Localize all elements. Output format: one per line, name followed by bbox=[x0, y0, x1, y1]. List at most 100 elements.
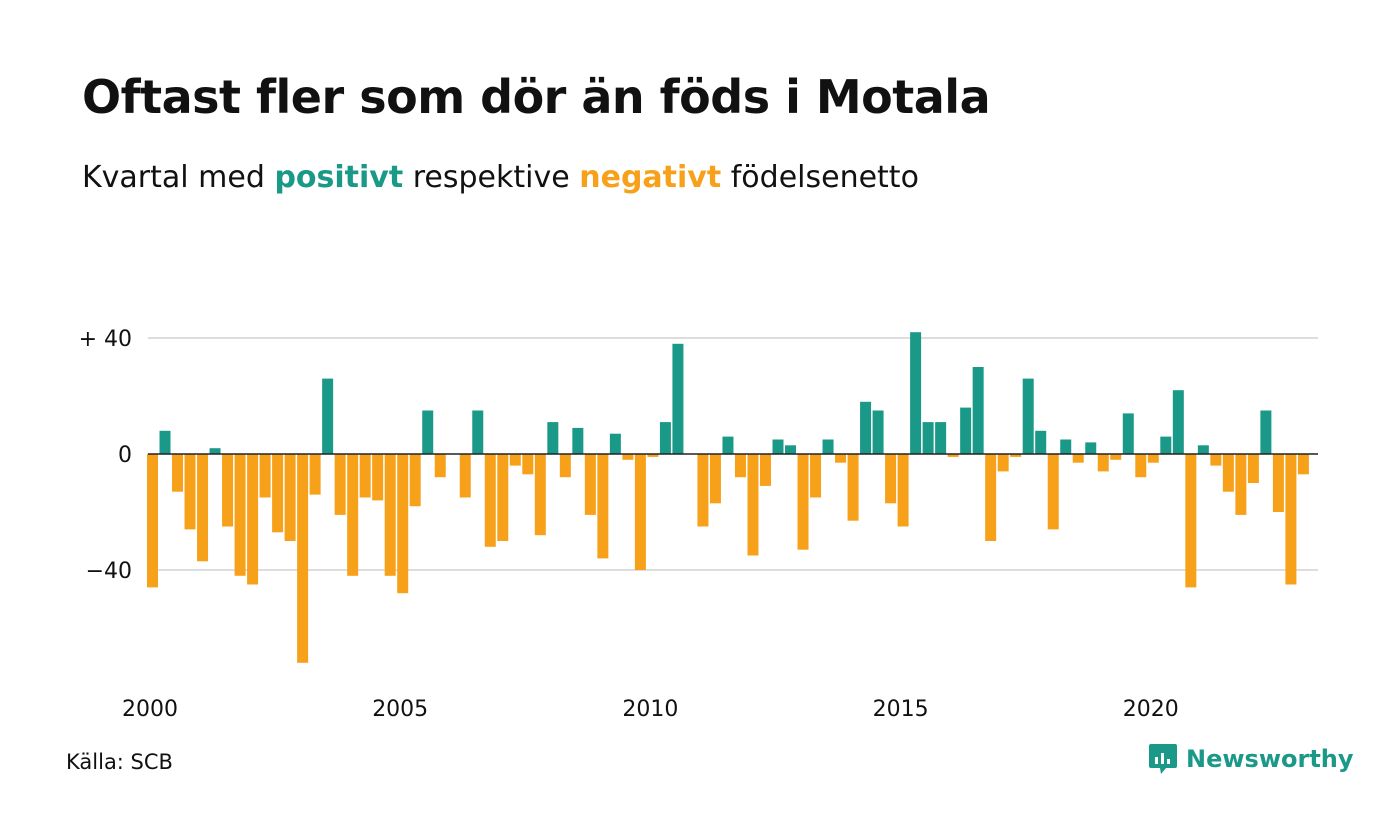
bar bbox=[1022, 378, 1034, 454]
bar bbox=[1235, 454, 1247, 515]
bar bbox=[509, 454, 521, 466]
source-label: Källa: SCB bbox=[66, 750, 173, 774]
bar bbox=[734, 454, 746, 478]
brand-logo[interactable]: Newsworthy bbox=[1148, 742, 1354, 776]
bar bbox=[772, 439, 784, 454]
subtitle-positive-word: positivt bbox=[274, 160, 404, 195]
bar bbox=[1147, 454, 1159, 463]
bar bbox=[459, 454, 471, 498]
bar bbox=[1297, 454, 1309, 475]
bar bbox=[497, 454, 509, 541]
bar bbox=[347, 454, 359, 576]
bar bbox=[534, 454, 546, 536]
bar bbox=[1035, 430, 1047, 454]
x-tick-label: 2020 bbox=[1123, 697, 1179, 722]
bar bbox=[722, 436, 734, 454]
bar bbox=[1285, 454, 1297, 585]
bar bbox=[1122, 413, 1134, 454]
bar bbox=[409, 454, 421, 507]
chart-title: Oftast fler som dör än föds i Motala bbox=[82, 70, 991, 124]
x-tick-label: 2015 bbox=[873, 697, 929, 722]
bar bbox=[222, 454, 234, 527]
bar bbox=[659, 422, 671, 454]
brand-name: Newsworthy bbox=[1186, 745, 1354, 773]
bar bbox=[709, 454, 721, 504]
bar bbox=[334, 454, 346, 515]
bar bbox=[1110, 454, 1122, 460]
bar bbox=[910, 332, 922, 454]
bar bbox=[622, 454, 634, 460]
bar bbox=[797, 454, 809, 550]
bar bbox=[1135, 454, 1147, 478]
bar bbox=[172, 454, 184, 492]
bar bbox=[1222, 454, 1234, 492]
bar bbox=[522, 454, 534, 475]
bar bbox=[247, 454, 259, 585]
bar bbox=[1197, 445, 1209, 454]
bar bbox=[384, 454, 396, 576]
bar bbox=[1047, 454, 1059, 530]
bar bbox=[935, 422, 947, 454]
bar bbox=[197, 454, 209, 562]
bar bbox=[1185, 454, 1197, 588]
bar bbox=[897, 454, 909, 527]
bar bbox=[159, 430, 171, 454]
bar bbox=[759, 454, 771, 486]
bar bbox=[397, 454, 409, 594]
bar bbox=[484, 454, 496, 547]
bar bbox=[472, 410, 484, 454]
bar bbox=[259, 454, 271, 498]
bar bbox=[547, 422, 559, 454]
bar bbox=[209, 448, 221, 454]
grid-lines bbox=[148, 337, 1318, 571]
bar bbox=[835, 454, 847, 463]
bar bbox=[297, 454, 309, 663]
bar bbox=[284, 454, 296, 541]
bar bbox=[960, 407, 972, 454]
bar bbox=[985, 454, 997, 541]
bar bbox=[272, 454, 284, 533]
bar bbox=[572, 427, 584, 454]
bar bbox=[434, 454, 446, 478]
bar bbox=[1247, 454, 1259, 483]
bar bbox=[609, 433, 621, 454]
bar bbox=[372, 454, 384, 501]
bar bbox=[860, 401, 872, 454]
bar bbox=[747, 454, 759, 556]
bars bbox=[147, 332, 1309, 663]
bar bbox=[1272, 454, 1284, 512]
bar bbox=[885, 454, 897, 504]
bar bbox=[1072, 454, 1084, 463]
bar bbox=[147, 454, 158, 588]
y-tick-label: + 40 bbox=[79, 327, 132, 352]
bar bbox=[922, 422, 934, 454]
bar bbox=[634, 454, 646, 570]
bar bbox=[847, 454, 859, 521]
bar bbox=[1097, 454, 1109, 472]
x-tick-label: 2010 bbox=[622, 697, 678, 722]
bar bbox=[872, 410, 884, 454]
bar bbox=[1210, 454, 1222, 466]
bar bbox=[322, 378, 334, 454]
bar bbox=[422, 410, 434, 454]
bar bbox=[697, 454, 709, 527]
subtitle-middle: respektive bbox=[412, 160, 570, 195]
bar bbox=[309, 454, 321, 495]
bar bbox=[647, 454, 659, 457]
bar bbox=[359, 454, 371, 498]
y-tick-label: −40 bbox=[86, 559, 132, 584]
newsworthy-logo-icon bbox=[1149, 744, 1177, 774]
x-tick-label: 2000 bbox=[122, 697, 178, 722]
bar bbox=[184, 454, 196, 530]
bar bbox=[1260, 410, 1272, 454]
bar bbox=[1085, 442, 1097, 454]
bar bbox=[1160, 436, 1172, 454]
x-tick-label: 2005 bbox=[372, 697, 428, 722]
bar bbox=[972, 367, 984, 454]
chart-subtitle: Kvartal med positivt respektive negativt… bbox=[82, 160, 919, 195]
bar bbox=[947, 454, 959, 457]
axes: + 40 0 −40 2000 2005 2010 2015 2020 bbox=[79, 327, 1318, 722]
subtitle-suffix: födelsenetto bbox=[730, 160, 919, 195]
bar bbox=[997, 454, 1009, 472]
